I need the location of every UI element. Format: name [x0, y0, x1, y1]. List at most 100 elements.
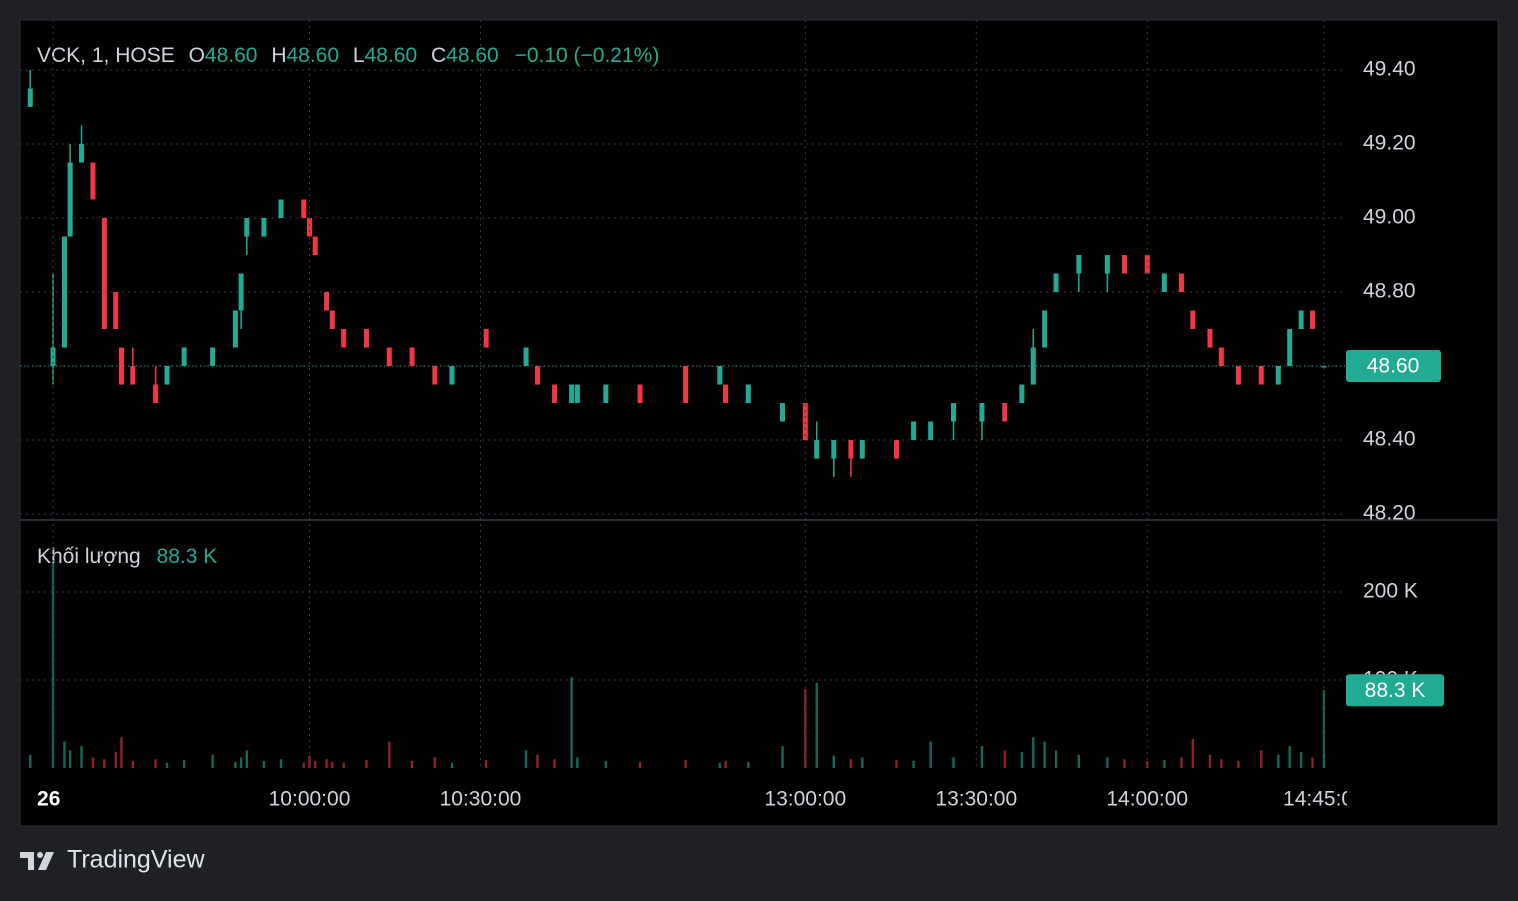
- candle-body: [307, 218, 313, 237]
- candle-body: [238, 273, 244, 311]
- price-badge: [1346, 350, 1441, 383]
- volume-bar: [1077, 754, 1081, 768]
- candle-body: [1178, 273, 1184, 293]
- volume-bar: [91, 757, 95, 768]
- volume-bar: [895, 760, 898, 768]
- candle-body: [244, 218, 250, 237]
- volume-bar: [781, 745, 784, 768]
- volume-bar: [724, 760, 727, 768]
- x-tick-label: 13:30:00: [935, 788, 1017, 811]
- volume-bar: [211, 754, 214, 768]
- volume-bar: [1043, 741, 1046, 768]
- volume-bar: [165, 762, 169, 768]
- y-tick-label: 48.40: [1363, 428, 1416, 451]
- candle-body: [1310, 310, 1316, 330]
- volume-bar: [63, 741, 66, 768]
- volume-bar: [1123, 759, 1126, 768]
- candle-body: [814, 440, 820, 459]
- legend-value: 48.60: [446, 44, 499, 67]
- brand-name: TradingView: [67, 846, 206, 874]
- volume-value: 88.3 K: [157, 545, 218, 568]
- candle-body: [1207, 329, 1213, 348]
- candle-body: [27, 88, 33, 107]
- candle-body: [848, 440, 854, 459]
- volume-bar: [1191, 738, 1195, 768]
- volume-bar: [638, 761, 642, 768]
- candle-body: [386, 347, 392, 367]
- y-tick-label: 49.20: [1363, 132, 1416, 155]
- candle-body: [1144, 255, 1150, 274]
- candle-body: [329, 310, 335, 330]
- candle-body: [363, 329, 369, 348]
- candle-body: [341, 329, 347, 348]
- candle-body: [717, 366, 723, 385]
- volume-bar: [718, 762, 722, 768]
- legend-value: 48.60: [205, 44, 258, 67]
- volume-bar: [262, 760, 266, 768]
- candle-body: [278, 199, 284, 219]
- volume-bar: [524, 750, 528, 768]
- volume-bar: [536, 754, 539, 768]
- volume-bar: [1020, 752, 1024, 768]
- candle-body: [1161, 273, 1167, 293]
- volume-title: Khối lượng: [37, 545, 141, 568]
- volume-bar: [815, 682, 818, 768]
- volume-bar: [912, 760, 915, 768]
- y-tick-label: 49.40: [1363, 58, 1416, 81]
- volume-bar: [849, 759, 853, 768]
- candle-body: [118, 347, 124, 385]
- candle-body: [523, 347, 529, 367]
- volume-bar: [1277, 754, 1280, 768]
- brand-logo: [20, 852, 54, 870]
- legend-label: H: [271, 44, 286, 67]
- x-tick-label: 10:30:00: [440, 788, 522, 811]
- candle-body: [101, 218, 107, 330]
- candle-body: [569, 384, 575, 404]
- candle-body: [1053, 273, 1059, 293]
- x-tick-label: 26: [37, 788, 60, 811]
- candle-body: [483, 329, 489, 348]
- volume-bar: [279, 759, 283, 768]
- candle-body: [859, 440, 865, 459]
- y-tick-label: 48.80: [1363, 280, 1416, 303]
- candle-body: [780, 403, 786, 422]
- price-badge-label: 48.60: [1367, 355, 1420, 378]
- candle-body: [1190, 310, 1196, 330]
- candle-body: [574, 384, 580, 404]
- volume-bar: [308, 755, 311, 768]
- candle-body: [950, 403, 956, 422]
- candle-body: [61, 236, 67, 348]
- candle-body: [1298, 310, 1304, 330]
- volume-bar: [747, 761, 750, 768]
- volume-bar: [302, 762, 306, 768]
- symbol: VCK, 1, HOSE: [37, 44, 175, 67]
- volume-bar: [114, 752, 117, 768]
- volume-bar: [570, 677, 573, 768]
- candle-body: [928, 421, 934, 441]
- volume-bar: [131, 760, 135, 768]
- volume-bar: [1054, 750, 1058, 768]
- candle-body: [603, 384, 609, 404]
- candle-body: [911, 421, 917, 441]
- volume-bar: [182, 760, 186, 768]
- volume-bar: [154, 759, 157, 768]
- volume-bar: [342, 762, 345, 768]
- volume-bar: [80, 745, 83, 768]
- candle-body: [153, 384, 159, 404]
- candle-body: [1235, 366, 1241, 385]
- candle-body: [1042, 310, 1048, 348]
- y-tick-label: 48.20: [1363, 502, 1416, 525]
- volume-bar: [929, 741, 932, 768]
- candle-body: [723, 384, 729, 404]
- volume-bar: [433, 757, 437, 768]
- candle-body: [79, 143, 85, 163]
- volume-bar: [604, 760, 608, 768]
- volume-bar: [450, 762, 454, 768]
- candle-body: [1104, 255, 1110, 274]
- volume-bar: [576, 757, 579, 768]
- volume-bar: [314, 760, 317, 768]
- volume-bar: [684, 760, 687, 768]
- volume-bar: [410, 760, 414, 768]
